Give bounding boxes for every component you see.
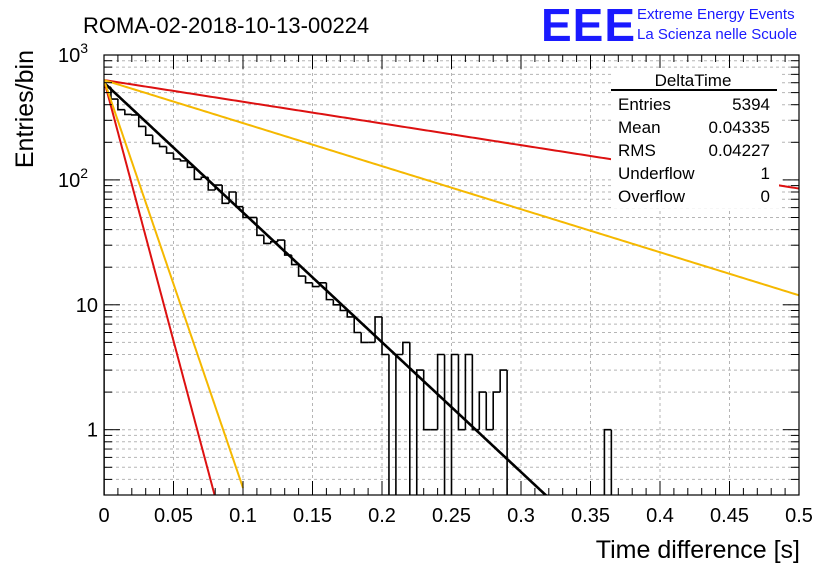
stats-value: 5394: [732, 95, 770, 114]
histogram-bin: [450, 353, 459, 495]
stats-value: 0: [761, 187, 770, 206]
logo-subtitle-1: Extreme Energy Events: [637, 6, 795, 23]
reference-curve: [104, 79, 244, 489]
histogram-bin: [506, 370, 508, 495]
histogram-bin: [422, 370, 431, 431]
stats-label: Entries: [618, 95, 671, 114]
stats-label: RMS: [618, 141, 656, 160]
x-tick-label: 0.1: [229, 505, 257, 527]
histogram-bin: [325, 282, 334, 301]
histogram-bin: [436, 353, 445, 430]
histogram-bin: [221, 185, 230, 205]
x-tick-label: 0.15: [293, 505, 332, 527]
histogram-bin: [395, 353, 403, 495]
histogram-bin: [137, 114, 146, 128]
y-tick-exponent: 3: [80, 40, 88, 56]
histogram-bin: [443, 354, 446, 495]
histogram-bin: [409, 342, 411, 495]
x-axis-label: Time difference [s]: [596, 536, 800, 564]
histogram-bin: [360, 332, 369, 344]
y-tick-labels: 1 10 102 103: [58, 40, 98, 442]
histogram-bin: [144, 126, 153, 136]
y-tick-label: 102: [58, 165, 88, 192]
stats-box: DeltaTime Entries 5394 Mean 0.04335 RMS 0.042…: [611, 68, 779, 208]
fit-curves: [104, 79, 799, 495]
stats-value: 0.04227: [709, 141, 770, 160]
y-tick-label: 1: [87, 420, 98, 442]
stats-rows: Entries 5394 Mean 0.04335 RMS 0.04227 Underflo…: [618, 95, 770, 206]
eee-logo: EEE: [541, 0, 636, 51]
x-tick-label: 0: [98, 505, 109, 527]
histogram-bin: [117, 99, 125, 111]
histogram-bin: [332, 299, 341, 306]
histogram-bin: [297, 264, 306, 277]
histogram-bin: [388, 354, 390, 495]
histogram-bin: [374, 316, 382, 343]
x-tick-label: 0.5: [785, 505, 813, 527]
histogram-bin: [186, 160, 195, 169]
x-tick-labels: 0 0.05 0.1 0.15 0.2 0.25 0.3 0.35 0.4 0.45 0.5: [98, 505, 812, 527]
histogram-bin: [478, 391, 487, 430]
stats-value: 1: [761, 164, 770, 183]
x-tick-label: 0.35: [571, 505, 610, 527]
histogram-bin: [485, 392, 494, 431]
histogram-bin: [158, 143, 167, 148]
histogram-bin: [165, 146, 174, 154]
histogram-bin: [353, 316, 362, 334]
histogram-bin: [311, 282, 320, 288]
reference-curve: [104, 79, 799, 297]
x-tick-label: 0.25: [432, 505, 471, 527]
stats-label: Mean: [618, 118, 661, 137]
histogram-bin: [415, 369, 424, 495]
x-tick-label: 0.2: [368, 505, 396, 527]
stats-box-background: [611, 68, 779, 208]
exponential-fit-curve: [104, 81, 548, 495]
histogram-bin: [402, 341, 410, 355]
histogram-bin: [304, 276, 313, 284]
y-tick-exponent: 2: [80, 165, 88, 181]
histogram-bin: [499, 369, 508, 393]
reference-curve: [104, 79, 216, 495]
histogram-bin: [172, 153, 181, 160]
histogram-bin: [346, 310, 355, 318]
x-tick-label: 0.05: [154, 505, 193, 527]
x-tick-label: 0.3: [507, 505, 535, 527]
histogram-bin: [263, 235, 271, 245]
x-tick-label: 0.4: [646, 505, 674, 527]
histogram-bin: [492, 391, 501, 430]
axis-ticks: [103, 54, 800, 496]
logo-subtitle-2: La Scienza nelle Scuole: [637, 26, 797, 43]
histogram-bin: [179, 159, 188, 162]
x-tick-label: 0.45: [710, 505, 749, 527]
stats-value: 0.04335: [709, 118, 770, 137]
histogram-bin: [256, 217, 264, 237]
histogram-bin: [193, 167, 202, 181]
histogram-bin: [276, 239, 285, 242]
histogram-bin: [610, 429, 613, 495]
chart-title: ROMA-02-2018-10-13-00224: [83, 13, 369, 38]
stats-box-title: DeltaTime: [655, 71, 732, 90]
y-axis-label: Entries/bin: [11, 50, 39, 168]
histogram-bin: [603, 428, 612, 495]
histogram-bin: [124, 109, 132, 116]
histogram-bin: [381, 316, 389, 356]
histogram-bin: [339, 304, 348, 312]
y-tick-label: 10: [76, 295, 98, 317]
histogram-bin: [457, 354, 466, 431]
histogram-bin: [464, 353, 473, 430]
histogram-bin: [151, 135, 160, 145]
y-tick-label: 103: [58, 40, 88, 67]
stats-label: Overflow: [618, 187, 686, 206]
stats-label: Underflow: [618, 164, 695, 183]
